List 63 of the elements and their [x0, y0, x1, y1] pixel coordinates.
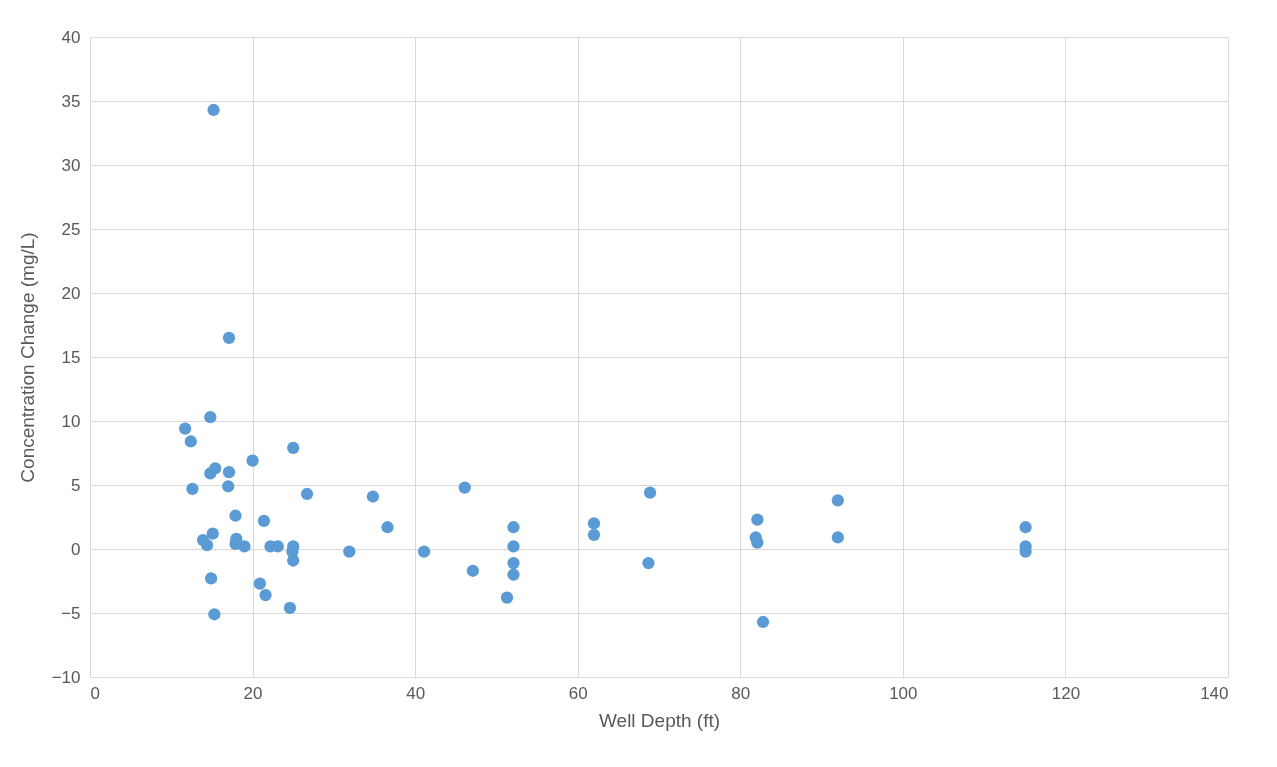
point [204, 467, 217, 480]
point [253, 577, 267, 590]
point [751, 513, 764, 526]
point [287, 441, 300, 454]
point [178, 422, 192, 435]
point [756, 615, 770, 629]
point [238, 540, 251, 553]
y-tick-label: −10 [51, 667, 81, 687]
y-tick-label: 15 [61, 347, 81, 367]
point [206, 527, 219, 540]
point [831, 494, 844, 507]
y-axis-title: Concentration Change (mg/L) [16, 232, 38, 483]
point [257, 514, 271, 527]
x-tick-label: 80 [731, 683, 751, 703]
y-tick-label: 25 [61, 219, 81, 239]
x-tick-label: 40 [406, 683, 426, 703]
point [259, 588, 272, 602]
point [246, 454, 259, 467]
x-tick-label: 120 [1051, 683, 1081, 703]
point [831, 531, 844, 544]
x-tick-label: 140 [1200, 683, 1229, 703]
x-tick-label: 60 [568, 683, 588, 703]
point [366, 490, 379, 503]
y-tick-label: 0 [71, 539, 81, 559]
point [507, 540, 520, 553]
x-axis-title: Well Depth (ft) [598, 709, 721, 731]
point [207, 103, 220, 117]
y-tick-label: 20 [61, 283, 81, 303]
x-tick-label: 0 [90, 683, 100, 703]
point [300, 487, 314, 501]
point [184, 435, 197, 448]
y-tick-label: 5 [71, 475, 81, 495]
point [642, 556, 655, 570]
point [200, 539, 214, 552]
point [417, 545, 431, 558]
point [381, 521, 394, 534]
point [222, 466, 236, 479]
point [208, 608, 221, 621]
point [229, 509, 242, 522]
point [643, 486, 657, 499]
y-tick-label: −5 [61, 603, 81, 623]
point [466, 564, 479, 577]
point [507, 568, 520, 581]
point [458, 481, 471, 494]
point [500, 591, 514, 604]
point [507, 556, 520, 570]
point [222, 480, 235, 493]
y-tick-label: 10 [61, 411, 81, 431]
point [186, 482, 199, 495]
point [222, 331, 236, 344]
point [587, 517, 601, 530]
x-tick-label: 20 [243, 683, 263, 703]
point [587, 528, 601, 542]
point [507, 521, 520, 534]
point [204, 411, 217, 424]
y-tick-label: 40 [61, 27, 81, 47]
point [204, 572, 218, 585]
y-tick-label: 35 [61, 91, 81, 111]
x-tick-label: 100 [889, 683, 918, 703]
y-tick-label: 30 [61, 155, 81, 175]
point [1019, 521, 1032, 534]
point [343, 545, 356, 558]
point [283, 601, 297, 614]
